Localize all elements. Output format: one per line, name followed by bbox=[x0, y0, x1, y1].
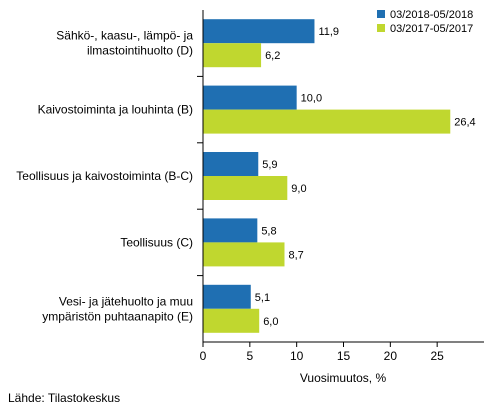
data-label: 11,9 bbox=[318, 26, 339, 38]
category-label: ympäristön puhtaanapito (E) bbox=[42, 309, 193, 323]
data-label: 8,7 bbox=[288, 249, 303, 261]
data-label: 10,0 bbox=[301, 93, 322, 105]
category-label: ilmastointihuolto (D) bbox=[87, 44, 193, 58]
x-tick-label: 0 bbox=[200, 349, 207, 363]
x-tick-label: 25 bbox=[430, 349, 444, 363]
legend-label: 03/2018-05/2018 bbox=[390, 9, 473, 21]
data-label: 9,0 bbox=[291, 183, 306, 195]
category-label: Teollisuus ja kaivostoiminta (B-C) bbox=[16, 169, 193, 183]
legend-swatch bbox=[377, 24, 385, 32]
data-label: 26,4 bbox=[454, 117, 475, 129]
bar bbox=[203, 85, 297, 110]
x-tick-label: 5 bbox=[246, 349, 253, 363]
bar bbox=[203, 218, 258, 243]
bar bbox=[203, 109, 451, 134]
x-tick-label: 15 bbox=[337, 349, 351, 363]
data-label: 6,2 bbox=[265, 50, 280, 62]
x-axis-title: Vuosimuutos, % bbox=[300, 371, 387, 385]
data-label: 6,0 bbox=[263, 316, 278, 328]
data-label: 5,1 bbox=[255, 292, 270, 304]
bar bbox=[203, 284, 251, 309]
bar bbox=[203, 152, 259, 176]
bar bbox=[203, 176, 288, 200]
bar bbox=[203, 19, 315, 44]
category-label: Teollisuus (C) bbox=[120, 235, 193, 249]
bar bbox=[203, 242, 285, 267]
bar bbox=[203, 308, 260, 333]
x-tick-label: 10 bbox=[290, 349, 304, 363]
bar bbox=[203, 43, 262, 68]
data-label: 5,9 bbox=[262, 159, 277, 171]
legend-label: 03/2017-05/2017 bbox=[390, 23, 473, 35]
category-label: Vesi- ja jätehuolto ja muu bbox=[59, 294, 193, 308]
x-tick-label: 20 bbox=[384, 349, 398, 363]
source-note: Lähde: Tilastokeskus bbox=[8, 391, 121, 405]
category-label: Kaivostoiminta ja louhinta (B) bbox=[38, 103, 193, 117]
data-label: 5,8 bbox=[261, 225, 276, 237]
category-label: Sähkö-, kaasu-, lämpö- ja bbox=[56, 29, 193, 43]
legend-swatch bbox=[377, 10, 385, 18]
